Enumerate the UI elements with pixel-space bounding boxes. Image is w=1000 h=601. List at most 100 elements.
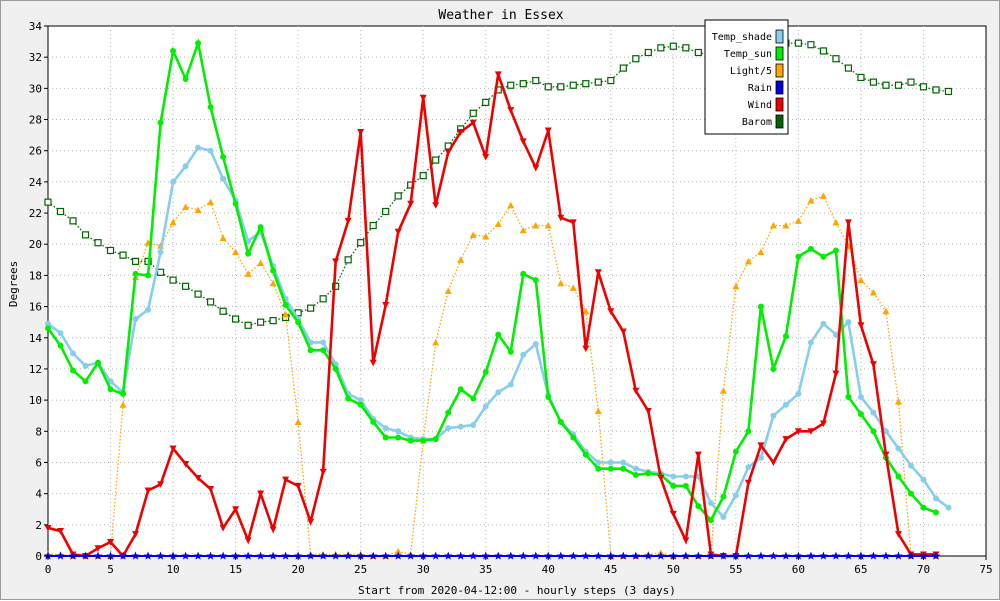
data-point-rain (544, 551, 553, 560)
data-point-rain (744, 551, 753, 560)
data-point-temp-sun (82, 378, 89, 385)
data-point-light-5 (457, 256, 465, 263)
data-point-rain (256, 551, 265, 560)
data-point-barom (469, 109, 477, 117)
data-point-rain (68, 551, 78, 560)
data-point-rain (456, 551, 465, 560)
y-tick-label: 2 (35, 519, 42, 532)
data-point-barom (794, 39, 803, 47)
data-point-temp-sun (857, 411, 864, 418)
data-point-light-5 (294, 418, 302, 425)
data-point-temp-shade (220, 175, 227, 182)
data-point-rain (368, 551, 378, 560)
data-point-temp-shade (207, 147, 214, 154)
series-line-light-5 (48, 195, 936, 557)
data-point-temp-sun (395, 434, 402, 441)
x-tick-label: 0 (45, 563, 52, 576)
data-point-rain (343, 551, 353, 560)
data-point-temp-shade (382, 425, 389, 432)
data-point-wind (107, 538, 115, 546)
y-tick-label: 4 (35, 488, 42, 501)
data-point-barom (669, 42, 677, 50)
data-point-light-5 (832, 218, 840, 226)
data-point-barom (119, 251, 127, 259)
data-point-temp-sun (520, 270, 527, 277)
data-point-wind (819, 420, 827, 427)
data-point-barom (269, 317, 277, 325)
data-point-temp-sun (345, 395, 352, 402)
y-tick-label: 10 (29, 394, 42, 407)
data-point-temp-sun (257, 224, 264, 231)
data-point-rain (731, 551, 741, 560)
data-point-light-5 (769, 222, 777, 229)
data-point-barom (932, 86, 940, 94)
data-point-barom (844, 64, 853, 72)
data-point-rain (844, 551, 853, 560)
data-point-light-5 (119, 401, 127, 408)
data-point-temp-sun (582, 451, 589, 458)
data-point-wind (382, 302, 390, 309)
x-tick-label: 15 (229, 563, 242, 576)
data-point-temp-shade (832, 331, 839, 338)
data-point-rain (431, 551, 440, 560)
data-point-light-5 (732, 282, 740, 290)
data-point-barom (382, 207, 390, 216)
data-point-temp-shade (807, 339, 814, 346)
data-point-light-5 (232, 248, 240, 256)
data-point-temp-sun (545, 394, 552, 400)
x-axis-label: Start from 2020-04-12:00 - hourly steps … (358, 584, 676, 597)
data-point-temp-sun (620, 465, 627, 472)
data-point-rain (556, 551, 566, 560)
data-point-rain (193, 551, 203, 560)
data-point-temp-sun (645, 470, 652, 477)
data-point-temp-sun (482, 369, 489, 376)
data-point-light-5 (519, 226, 527, 234)
data-point-light-5 (469, 231, 477, 238)
data-point-barom (44, 198, 52, 206)
data-point-wind (807, 428, 815, 435)
data-point-wind (832, 370, 840, 378)
data-point-temp-sun (757, 303, 764, 310)
data-point-rain (231, 551, 240, 560)
data-point-barom (819, 47, 828, 55)
data-point-wind (357, 129, 365, 136)
data-point-light-5 (257, 259, 265, 266)
legend-swatch-rain (775, 80, 784, 95)
data-point-wind (769, 459, 777, 466)
data-point-temp-shade (470, 422, 477, 429)
data-point-rain (694, 551, 703, 560)
data-point-temp-sun (232, 200, 239, 207)
data-point-wind (882, 451, 890, 459)
data-point-barom (244, 321, 252, 329)
data-point-temp-shade (670, 473, 677, 480)
data-point-temp-sun (407, 437, 414, 444)
data-point-wind (169, 445, 177, 452)
data-point-rain (894, 551, 903, 560)
data-point-light-5 (557, 279, 565, 287)
data-point-temp-sun (470, 395, 477, 402)
data-point-wind (757, 442, 765, 449)
data-point-temp-shade (182, 163, 189, 170)
data-point-rain (143, 551, 153, 560)
data-point-wind (257, 490, 265, 498)
data-point-light-5 (269, 279, 277, 287)
data-point-wind (682, 537, 690, 544)
data-point-temp-sun (557, 418, 564, 425)
data-point-temp-sun (570, 434, 577, 441)
legend-swatch-temp-sun (775, 46, 784, 61)
data-point-light-5 (532, 222, 540, 229)
data-point-wind (332, 258, 340, 265)
data-point-barom (944, 87, 953, 96)
data-point-rain (281, 551, 290, 560)
data-point-rain (531, 551, 540, 560)
data-point-rain (819, 551, 828, 560)
data-point-temp-sun (95, 359, 102, 366)
x-tick-label: 45 (604, 563, 617, 576)
data-point-temp-sun (795, 253, 802, 260)
data-point-temp-shade (145, 306, 152, 313)
data-point-wind (407, 200, 415, 208)
data-point-temp-sun (70, 367, 77, 374)
data-point-temp-sun (307, 347, 314, 354)
data-point-temp-sun (632, 471, 639, 478)
